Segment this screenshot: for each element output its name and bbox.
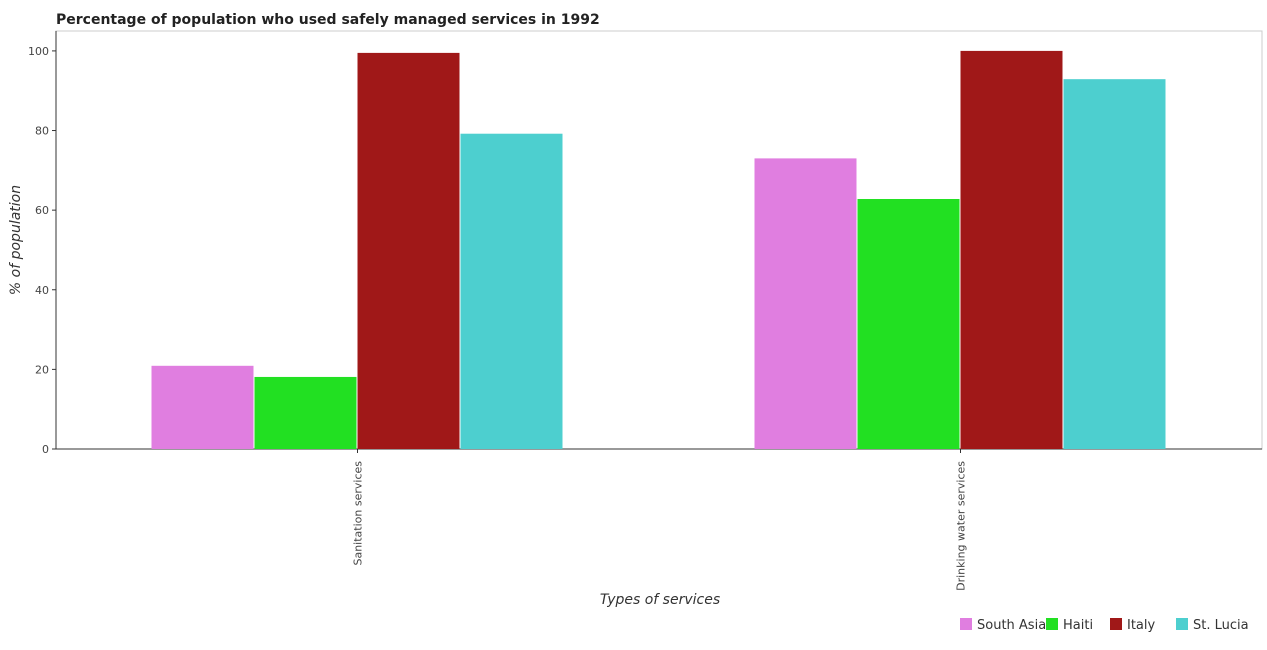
bar — [460, 133, 563, 450]
y-axis-label: % of population — [8, 185, 24, 295]
bar — [1063, 79, 1166, 449]
legend-label: Italy — [1127, 618, 1156, 633]
x-tick-label: Sanitation services — [352, 461, 365, 566]
legend-label: St. Lucia — [1193, 618, 1249, 633]
x-tick-label: Drinking water services — [955, 461, 968, 591]
bar — [754, 158, 857, 449]
legend-label: South Asia — [977, 618, 1046, 633]
y-tick-label: 80 — [35, 125, 49, 138]
y-tick-label: 20 — [35, 363, 49, 376]
y-tick-label: 40 — [35, 284, 49, 297]
bar — [960, 50, 1063, 450]
legend: South Asia Haiti Italy St. Lucia — [960, 618, 1249, 633]
legend-swatch — [960, 618, 972, 630]
y-tick-label: 0 — [42, 443, 49, 456]
y-tick-label: 60 — [35, 204, 49, 217]
chart-title: Percentage of population who used safely… — [56, 12, 600, 28]
legend-swatch — [1176, 618, 1188, 630]
y-tick-label: 100 — [28, 45, 49, 58]
plot-area: 0 20 40 60 80 100 Sanitation services Drinking … — [28, 30, 1263, 591]
x-axis-label: Types of services — [600, 592, 720, 608]
bar — [857, 198, 960, 449]
legend-swatch — [1110, 618, 1122, 630]
legend-label: Haiti — [1063, 618, 1093, 633]
legend-swatch — [1046, 618, 1058, 630]
bar — [254, 376, 357, 449]
bar — [357, 52, 460, 450]
bar — [151, 365, 254, 449]
